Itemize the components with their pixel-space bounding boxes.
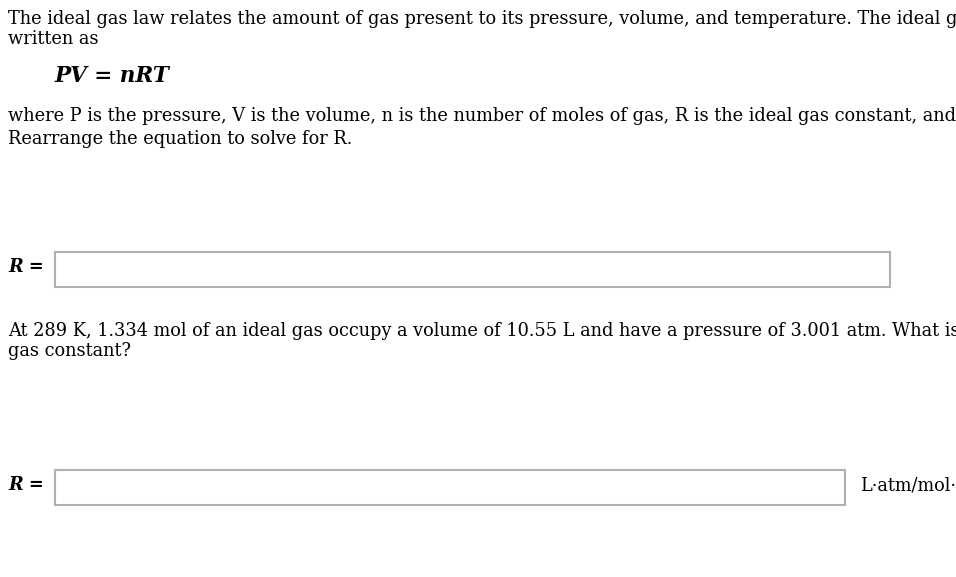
Text: At 289 K, 1.334 mol of an ideal gas occupy a volume of 10.55 L and have a pressu: At 289 K, 1.334 mol of an ideal gas occu… [8, 322, 956, 340]
Text: R =: R = [8, 477, 44, 494]
Text: where P is the pressure, V is the volume, n is the number of moles of gas, R is : where P is the pressure, V is the volume… [8, 107, 956, 125]
Text: PV = nRT: PV = nRT [55, 65, 170, 87]
Text: R =: R = [8, 258, 44, 276]
FancyBboxPatch shape [55, 470, 845, 505]
Text: Rearrange the equation to solve for R.: Rearrange the equation to solve for R. [8, 130, 352, 148]
Text: gas constant?: gas constant? [8, 342, 131, 360]
Text: written as: written as [8, 30, 98, 48]
Text: The ideal gas law relates the amount of gas present to its pressure, volume, and: The ideal gas law relates the amount of … [8, 10, 956, 28]
FancyBboxPatch shape [55, 252, 890, 287]
Text: L·atm/mol·K: L·atm/mol·K [860, 477, 956, 494]
